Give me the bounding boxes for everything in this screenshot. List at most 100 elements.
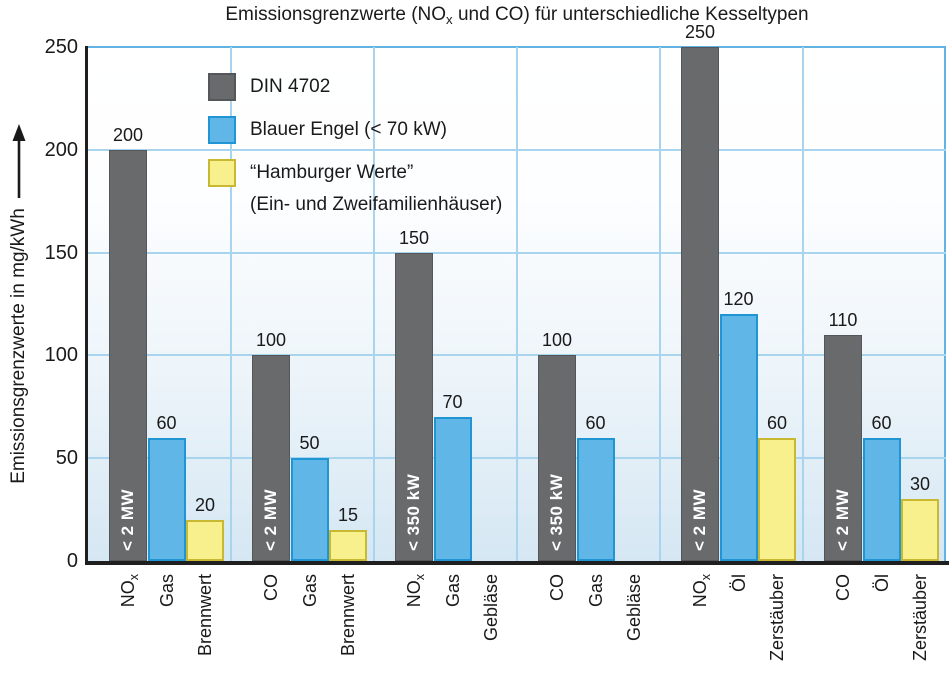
gridline-vertical: [373, 47, 375, 561]
bar: [329, 530, 367, 561]
x-tick-label: Gebläse: [623, 574, 645, 673]
x-tick-text: Gas: [299, 574, 320, 608]
y-axis-label-text: Emissionsgrenzwerte in mg/kWh: [8, 208, 29, 484]
x-tick-text: Öl: [728, 574, 749, 592]
legend-item-blauer-engel: Blauer Engel (< 70 kW): [208, 116, 447, 144]
x-tick-label: Gas: [299, 574, 321, 673]
bar-value-label: 60: [156, 412, 177, 433]
plot-right-border: [944, 47, 946, 561]
bar-value-label: 120: [723, 289, 754, 310]
bar-value-label: 60: [871, 412, 892, 433]
bar: [290, 458, 329, 561]
x-tick-text: Gebläse: [481, 574, 501, 642]
y-tick-label: 150: [44, 241, 78, 264]
x-tick-text: Öl: [871, 574, 892, 592]
x-tick-label: Zerstäuber: [909, 574, 931, 673]
bar: [681, 47, 719, 561]
x-tick-label: NOx: [117, 574, 141, 673]
x-tick-label: Brennwert: [194, 574, 216, 673]
bar-inner-label: < 2 MW: [833, 488, 852, 551]
bar-value-label: 15: [337, 505, 359, 526]
bar-value-label: 60: [766, 412, 788, 433]
x-tick-label: CO: [260, 574, 282, 673]
y-tick-label: 250: [44, 36, 78, 58]
bar-inner-label: < 2 MW: [261, 488, 280, 551]
x-tick-label: Gebläse: [480, 574, 502, 673]
bar-value-label: 250: [684, 22, 716, 42]
bar-inner-label: < 2 MW: [118, 488, 137, 551]
bar: [824, 334, 862, 561]
x-tick-label: NOx: [403, 574, 427, 673]
bar-inner-label: < 350 kW: [547, 473, 566, 551]
x-tick-subscript: x: [126, 574, 141, 581]
x-tick-text: NO: [690, 580, 710, 608]
bar: [147, 437, 186, 561]
x-tick-label: Öl: [728, 574, 750, 673]
x-tick-subscript: x: [412, 574, 427, 581]
x-tick-text: Brennwert: [195, 574, 215, 657]
x-tick-text: Brennwert: [338, 574, 358, 657]
bar-value-label: 150: [398, 227, 430, 248]
legend-item-hamburger-werte-line2: (Ein- und Zweifamilienhäuser): [208, 194, 502, 216]
x-tick-label: Gas: [442, 574, 464, 673]
chart-title: Emissionsgrenzwerte (NOx und CO) für unt…: [88, 4, 946, 27]
x-axis-line: [85, 561, 949, 565]
x-tick-text: NO: [118, 580, 138, 608]
x-tick-text: Gas: [585, 574, 606, 608]
legend-label-din4702: DIN 4702: [250, 76, 331, 97]
x-tick-text: Zerstäuber: [767, 574, 787, 662]
x-tick-label: NOx: [689, 574, 713, 673]
gridline-vertical: [802, 47, 804, 561]
bar: [186, 519, 224, 561]
x-tick-label: Gas: [585, 574, 607, 673]
bar-value-label: 60: [585, 412, 606, 433]
bar: [862, 437, 901, 561]
gridline-vertical: [230, 47, 232, 561]
legend-item-din4702: DIN 4702: [208, 73, 330, 101]
bar: [252, 355, 290, 561]
bar: [395, 252, 433, 561]
legend-label-hamburger-werte-line2: (Ein- und Zweifamilienhäuser): [250, 194, 503, 215]
x-tick-label: Öl: [871, 574, 893, 673]
bar: [576, 437, 615, 561]
y-tick-label: 50: [55, 447, 78, 470]
y-tick-label: 100: [44, 344, 78, 367]
legend-label-blauer-engel: Blauer Engel (< 70 kW): [250, 119, 447, 140]
x-tick-label: Zerstäuber: [766, 574, 788, 673]
x-tick-subscript: x: [698, 574, 713, 581]
bar: [758, 437, 796, 561]
x-tick-label: CO: [546, 574, 568, 673]
x-tick-text: CO: [547, 574, 567, 601]
legend-label-hamburger-werte: “Hamburger Werte”: [250, 162, 414, 183]
y-axis-line: [85, 46, 88, 565]
bar: [433, 417, 472, 561]
chart-title-subscript: x: [446, 11, 453, 27]
x-tick-text: NO: [404, 580, 424, 608]
chart-title-part2: und CO) für unterschiedliche Kesseltypen: [452, 4, 809, 25]
y-tick-label: 200: [44, 138, 78, 161]
legend-swatch-din4702: [208, 73, 236, 101]
x-tick-text: CO: [261, 574, 281, 601]
x-tick-label: Brennwert: [337, 574, 359, 673]
gridline-vertical: [659, 47, 661, 561]
bar: [719, 314, 758, 561]
bar-value-label: 50: [299, 433, 320, 454]
up-arrow-icon: [12, 124, 26, 199]
bar-value-label: 110: [828, 309, 858, 330]
legend-swatch-blauer-engel: [208, 116, 236, 144]
gridline-vertical: [516, 47, 518, 561]
y-axis-label: Emissionsgrenzwerte in mg/kWh: [4, 47, 34, 561]
bar-value-label: 100: [255, 330, 287, 351]
y-tick-label: 0: [66, 550, 78, 572]
x-tick-label: Gas: [156, 574, 178, 673]
x-tick-text: Gas: [442, 574, 463, 608]
bar: [109, 149, 147, 561]
x-tick-text: Zerstäuber: [910, 574, 930, 662]
x-tick-label: CO: [832, 574, 854, 673]
legend-item-hamburger-werte: “Hamburger Werte”: [208, 159, 413, 187]
bar: [901, 499, 939, 561]
bar-value-label: 30: [909, 474, 931, 495]
bar-value-label: 100: [541, 330, 573, 351]
bar-value-label: 70: [442, 392, 463, 413]
